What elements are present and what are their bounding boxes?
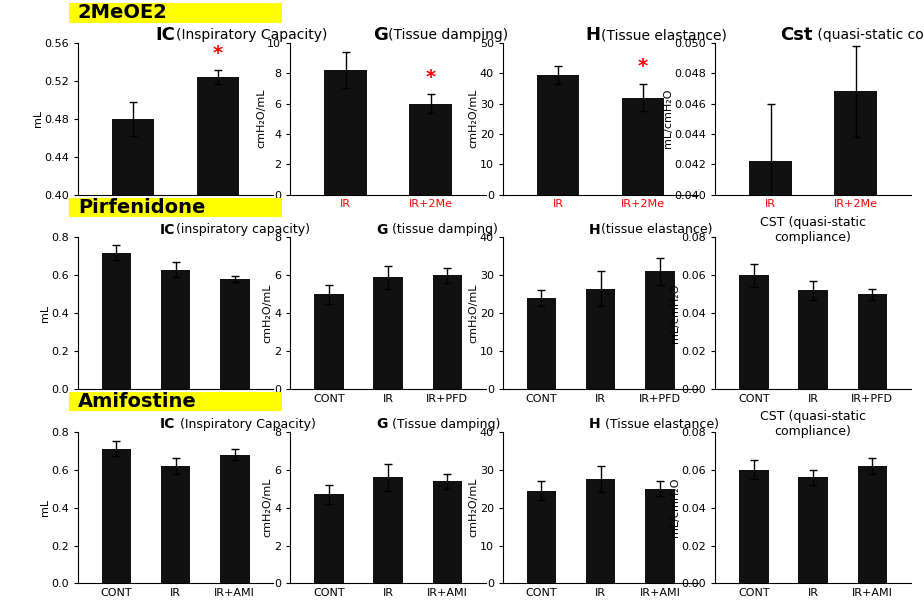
Bar xyxy=(432,275,462,389)
Y-axis label: mL/cmH₂O: mL/cmH₂O xyxy=(663,89,673,148)
Text: Cst: Cst xyxy=(781,26,813,44)
Y-axis label: cmH₂O/mL: cmH₂O/mL xyxy=(468,478,479,537)
Bar xyxy=(834,91,877,616)
Y-axis label: cmH₂O/mL: cmH₂O/mL xyxy=(262,478,273,537)
Bar xyxy=(197,77,239,573)
Y-axis label: cmH₂O/mL: cmH₂O/mL xyxy=(468,89,479,148)
Y-axis label: mL/cmH₂O: mL/cmH₂O xyxy=(670,283,680,343)
Text: *: * xyxy=(426,68,435,87)
Bar xyxy=(102,449,131,583)
Bar xyxy=(220,279,249,389)
Bar xyxy=(527,490,556,583)
Text: G: G xyxy=(377,222,388,237)
Text: H: H xyxy=(586,26,601,44)
Y-axis label: cmH₂O/mL: cmH₂O/mL xyxy=(256,89,266,148)
Bar xyxy=(161,270,190,389)
Bar xyxy=(373,477,403,583)
Text: (tissue elastance): (tissue elastance) xyxy=(601,223,712,236)
Bar xyxy=(112,119,154,573)
Text: Amifostine: Amifostine xyxy=(78,392,197,411)
Text: G: G xyxy=(377,417,388,431)
Text: CST (quasi-static
compliance): CST (quasi-static compliance) xyxy=(760,216,866,243)
Bar xyxy=(798,290,828,389)
Y-axis label: cmH₂O/mL: cmH₂O/mL xyxy=(262,283,273,343)
Bar xyxy=(749,161,792,616)
Bar xyxy=(857,294,887,389)
Bar xyxy=(645,488,675,583)
Bar xyxy=(220,455,249,583)
Bar xyxy=(373,277,403,389)
Text: (tissue damping): (tissue damping) xyxy=(388,223,498,236)
Text: *: * xyxy=(213,44,223,63)
Text: 2MeOE2: 2MeOE2 xyxy=(78,3,167,22)
Y-axis label: mL: mL xyxy=(32,110,43,128)
Text: *: * xyxy=(638,57,648,76)
Bar xyxy=(739,275,769,389)
Bar xyxy=(857,466,887,583)
Y-axis label: cmH₂O/mL: cmH₂O/mL xyxy=(468,283,479,343)
Bar xyxy=(314,294,344,389)
Y-axis label: mL: mL xyxy=(40,305,50,322)
Y-axis label: mL/cmH₂O: mL/cmH₂O xyxy=(670,478,680,537)
Text: Pirfenidone: Pirfenidone xyxy=(78,198,205,217)
Text: IC: IC xyxy=(155,26,176,44)
Bar xyxy=(432,481,462,583)
Text: (Tissue damping): (Tissue damping) xyxy=(388,418,501,431)
Bar xyxy=(161,466,190,583)
Bar xyxy=(586,288,615,389)
Text: (Inspiratory Capacity): (Inspiratory Capacity) xyxy=(176,418,315,431)
Text: (Inspiratory Capacity): (Inspiratory Capacity) xyxy=(176,28,327,42)
Bar xyxy=(586,479,615,583)
Bar xyxy=(314,495,344,583)
Text: IC: IC xyxy=(160,222,176,237)
Y-axis label: mL: mL xyxy=(40,499,50,516)
Text: (quasi-static compliance): (quasi-static compliance) xyxy=(813,28,924,42)
Text: H: H xyxy=(589,417,601,431)
Text: (inspiratory capacity): (inspiratory capacity) xyxy=(176,223,310,236)
Bar xyxy=(102,253,131,389)
Text: (Tissue damping): (Tissue damping) xyxy=(388,28,508,42)
Bar xyxy=(527,298,556,389)
Text: (Tissue elastance): (Tissue elastance) xyxy=(601,28,726,42)
Bar xyxy=(324,70,367,195)
Text: G: G xyxy=(373,26,388,44)
Bar xyxy=(798,477,828,583)
Bar xyxy=(739,470,769,583)
Text: CST (quasi-static
compliance): CST (quasi-static compliance) xyxy=(760,410,866,438)
Text: H: H xyxy=(589,222,601,237)
Bar xyxy=(537,75,579,195)
Bar xyxy=(645,272,675,389)
Text: (Tissue elastance): (Tissue elastance) xyxy=(601,418,719,431)
Text: IC: IC xyxy=(160,417,176,431)
Bar xyxy=(409,103,452,195)
Bar xyxy=(622,97,664,195)
